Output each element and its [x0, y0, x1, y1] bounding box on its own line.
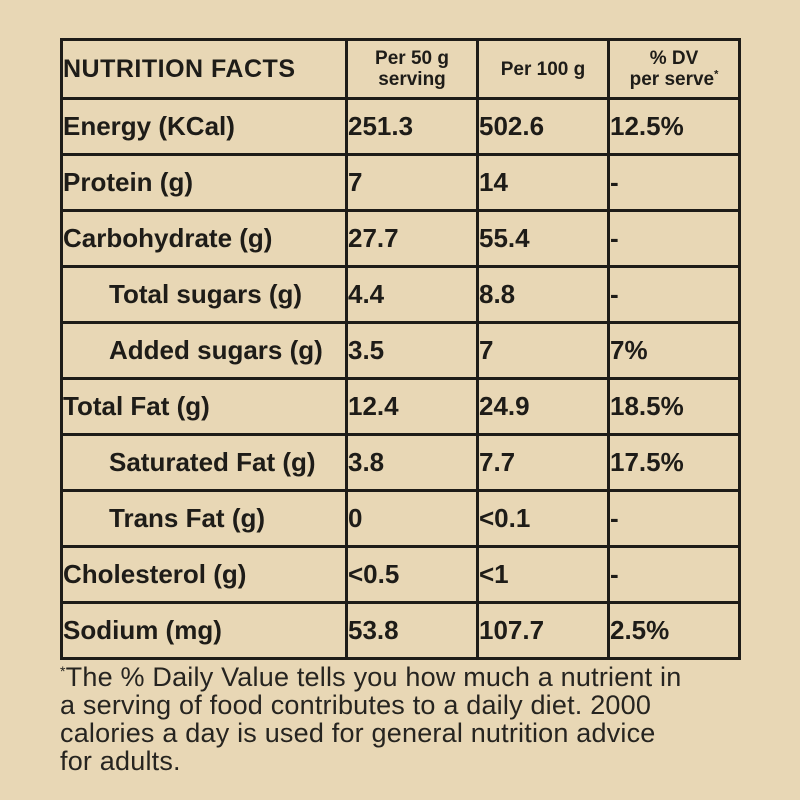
column-header-per-100g: Per 100 g — [476, 38, 610, 100]
table-row: Cholesterol (g) <0.5 <1 - — [60, 545, 741, 604]
column-header-dv-line1: % DV — [649, 48, 699, 69]
per-100g-value-cell: 7 — [476, 321, 610, 380]
per-100g-value-cell: 107.7 — [476, 601, 610, 660]
per-50g-value-cell: 4.4 — [345, 265, 479, 324]
nutrient-name-cell: Sodium (mg) — [60, 601, 348, 660]
column-header-dv-line2: per serve* — [629, 68, 719, 90]
table-row: Added sugars (g) 3.5 7 7% — [60, 321, 741, 380]
per-100g-value-cell: 55.4 — [476, 209, 610, 268]
footnote-line-1: *The % Daily Value tells you how much a … — [60, 662, 682, 692]
per-50g-value-cell: 3.5 — [345, 321, 479, 380]
table-row: Trans Fat (g) 0 <0.1 - — [60, 489, 741, 548]
per-100g-value-cell: <0.1 — [476, 489, 610, 548]
dv-value-cell: 12.5% — [607, 97, 741, 156]
nutrient-name-cell: Added sugars (g) — [60, 321, 348, 380]
column-header-per-50g-line1: Per 50 g — [375, 48, 449, 69]
table-row: Energy (KCal) 251.3 502.6 12.5% — [60, 97, 741, 156]
per-100g-value-cell: 502.6 — [476, 97, 610, 156]
column-header-per-50g-line2: serving — [378, 69, 446, 90]
per-100g-value-cell: 24.9 — [476, 377, 610, 436]
table-header-row: NUTRITION FACTS Per 50 g serving Per 100… — [60, 38, 741, 100]
dv-value-cell: - — [607, 265, 741, 324]
table-row: Saturated Fat (g) 3.8 7.7 17.5% — [60, 433, 741, 492]
per-100g-value-cell: <1 — [476, 545, 610, 604]
dv-value-cell: 2.5% — [607, 601, 741, 660]
table-row: Carbohydrate (g) 27.7 55.4 - — [60, 209, 741, 268]
nutrient-name-cell: Protein (g) — [60, 153, 348, 212]
column-header-per-100g-line1: Per 100 g — [500, 58, 586, 80]
table-row: Sodium (mg) 53.8 107.7 2.5% — [60, 601, 741, 660]
table-title: NUTRITION FACTS — [60, 38, 348, 100]
daily-value-footnote: *The % Daily Value tells you how much a … — [60, 663, 760, 775]
nutrient-name-cell: Energy (KCal) — [60, 97, 348, 156]
dv-value-cell: 18.5% — [607, 377, 741, 436]
dv-value-cell: 7% — [607, 321, 741, 380]
footnote-asterisk: * — [60, 663, 66, 679]
dv-value-cell: - — [607, 153, 741, 212]
per-100g-value-cell: 14 — [476, 153, 610, 212]
per-50g-value-cell: 27.7 — [345, 209, 479, 268]
per-50g-value-cell: <0.5 — [345, 545, 479, 604]
per-50g-value-cell: 53.8 — [345, 601, 479, 660]
nutrient-name-cell: Saturated Fat (g) — [60, 433, 348, 492]
column-header-per-50g: Per 50 g serving — [345, 38, 479, 100]
dv-value-cell: - — [607, 545, 741, 604]
nutrient-name-cell: Trans Fat (g) — [60, 489, 348, 548]
footnote-line-2: a serving of food contributes to a daily… — [60, 690, 652, 720]
per-50g-value-cell: 3.8 — [345, 433, 479, 492]
dv-value-cell: - — [607, 209, 741, 268]
per-50g-value-cell: 12.4 — [345, 377, 479, 436]
per-100g-value-cell: 8.8 — [476, 265, 610, 324]
table-row: Protein (g) 7 14 - — [60, 153, 741, 212]
per-50g-value-cell: 7 — [345, 153, 479, 212]
dv-value-cell: 17.5% — [607, 433, 741, 492]
nutrition-table-body: Energy (KCal) 251.3 502.6 12.5% Protein … — [60, 97, 741, 660]
per-100g-value-cell: 7.7 — [476, 433, 610, 492]
nutrition-facts-table: NUTRITION FACTS Per 50 g serving Per 100… — [60, 38, 741, 660]
column-header-dv: % DV per serve* — [607, 38, 741, 100]
nutrient-name-cell: Carbohydrate (g) — [60, 209, 348, 268]
dv-asterisk: * — [714, 68, 719, 81]
table-row: Total sugars (g) 4.4 8.8 - — [60, 265, 741, 324]
dv-value-cell: - — [607, 489, 741, 548]
footnote-line-4: for adults. — [60, 746, 181, 776]
per-50g-value-cell: 251.3 — [345, 97, 479, 156]
per-50g-value-cell: 0 — [345, 489, 479, 548]
table-row: Total Fat (g) 12.4 24.9 18.5% — [60, 377, 741, 436]
nutrient-name-cell: Total sugars (g) — [60, 265, 348, 324]
nutrient-name-cell: Total Fat (g) — [60, 377, 348, 436]
footnote-line-3: calories a day is used for general nutri… — [60, 718, 656, 748]
nutrient-name-cell: Cholesterol (g) — [60, 545, 348, 604]
